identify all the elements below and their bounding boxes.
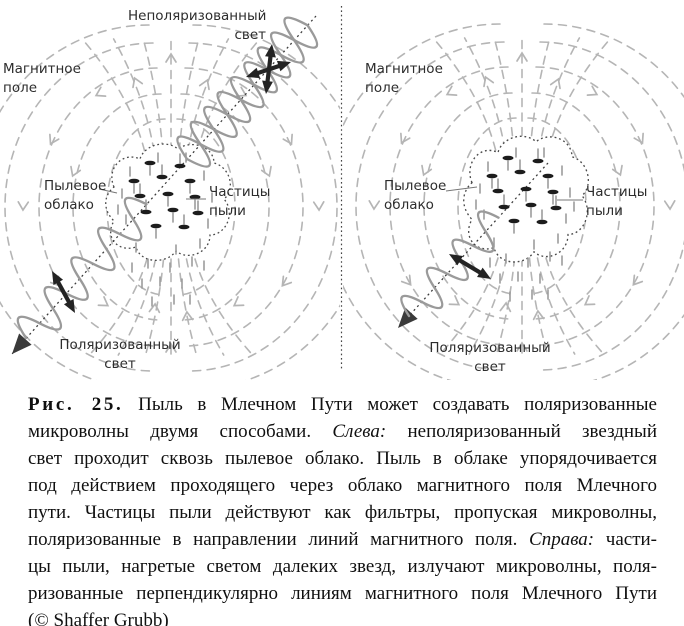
dust-cloud-label-right: Пылевое облако <box>384 178 447 214</box>
label-pointer <box>98 188 118 194</box>
caption-line: свет проходит сквозь пылевое облако. Пыл… <box>28 448 657 469</box>
dust-particles-label-left: Частицы пыли <box>209 184 271 220</box>
dust-particles-label-right: Частицы пыли <box>586 184 648 220</box>
panel-right <box>343 23 684 380</box>
caption-line: поляризованные в направлении линий магни… <box>28 529 657 550</box>
polarization-arrow-left <box>52 271 75 313</box>
dust-particles <box>117 152 217 307</box>
polarized-wave <box>16 196 148 340</box>
magnetic-field-label-right: Магнитное поле <box>365 61 443 97</box>
caption-line: цы пыли, нагретые светом далеких звезд, … <box>28 556 657 577</box>
unpolarized-light-label: Неполяризованный свет <box>128 8 267 44</box>
magnetic-field-lines <box>0 24 340 380</box>
unpolarized-cross-arrows <box>246 44 291 94</box>
panel-left <box>0 15 340 380</box>
label-pointer <box>445 186 478 192</box>
caption-line: пути. Частицы пыли действуют как фильтры… <box>28 502 657 523</box>
caption-line: Рис. 25. Пыль в Млечном Пути может созда… <box>28 394 657 415</box>
figure-number: Рис. 25. <box>28 394 124 415</box>
dust-particles <box>475 147 575 302</box>
caption-line: ризованные перпендикулярно линиям магнит… <box>28 583 657 604</box>
dust-cloud-label-left: Пылевое облако <box>44 178 107 214</box>
figure-caption: Рис. 25. Пыль в Млечном Пути может созда… <box>28 391 657 626</box>
unpolarized-wave <box>176 16 309 161</box>
caption-credit: (© Shaffer Grubb) <box>28 610 169 626</box>
diagram-svg <box>0 6 684 380</box>
polarized-light-label-left: Поляризованный свет <box>59 337 181 373</box>
unpolarized-wave <box>185 24 319 168</box>
caption-line: микроволны двумя способами. Слева: непол… <box>28 421 657 442</box>
polarized-light-label-right: Поляризованный свет <box>429 340 551 376</box>
magnetic-field-lines <box>343 23 684 380</box>
polarization-arrow-right <box>449 254 491 279</box>
caption-line: под действием проходящего через облако м… <box>28 475 657 496</box>
polarized-wave <box>400 210 500 318</box>
magnetic-field-label-left: Магнитное поле <box>3 61 81 97</box>
